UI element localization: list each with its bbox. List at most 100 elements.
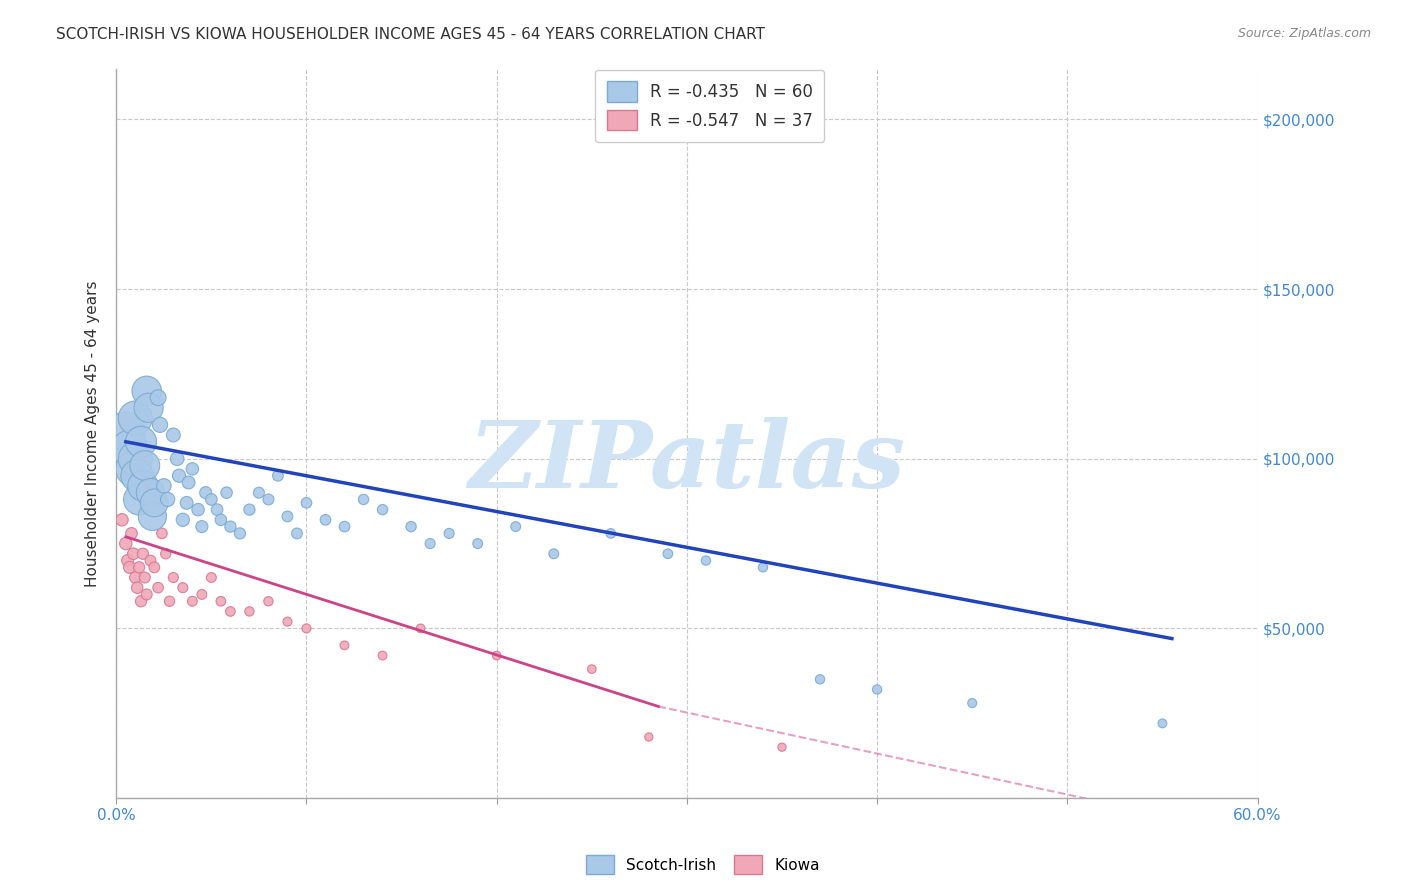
Text: Source: ZipAtlas.com: Source: ZipAtlas.com <box>1237 27 1371 40</box>
Legend: R = -0.435   N = 60, R = -0.547   N = 37: R = -0.435 N = 60, R = -0.547 N = 37 <box>595 70 824 142</box>
Point <box>176 496 198 510</box>
Point <box>181 594 204 608</box>
Point <box>599 526 621 541</box>
Point <box>238 502 260 516</box>
Point <box>129 434 152 449</box>
Point <box>205 502 228 516</box>
Point <box>960 696 983 710</box>
Point <box>187 502 209 516</box>
Point <box>315 513 337 527</box>
Point <box>153 479 176 493</box>
Point <box>143 560 166 574</box>
Point <box>257 492 280 507</box>
Point <box>172 581 194 595</box>
Point <box>333 519 356 533</box>
Point <box>467 536 489 550</box>
Point <box>437 526 460 541</box>
Point <box>143 496 166 510</box>
Point <box>229 526 252 541</box>
Point <box>752 560 775 574</box>
Point <box>181 462 204 476</box>
Point <box>139 485 162 500</box>
Point <box>146 391 169 405</box>
Point <box>139 553 162 567</box>
Point <box>209 513 232 527</box>
Point <box>353 492 375 507</box>
Point <box>177 475 200 490</box>
Point <box>122 462 145 476</box>
Legend: Scotch-Irish, Kiowa: Scotch-Irish, Kiowa <box>581 849 825 880</box>
Point <box>505 519 527 533</box>
Point <box>219 519 242 533</box>
Point <box>267 468 290 483</box>
Point <box>134 570 156 584</box>
Point <box>129 594 152 608</box>
Y-axis label: Householder Income Ages 45 - 64 years: Householder Income Ages 45 - 64 years <box>86 280 100 587</box>
Point <box>371 502 394 516</box>
Point <box>1152 716 1174 731</box>
Point <box>114 536 136 550</box>
Point <box>657 547 679 561</box>
Point <box>194 485 217 500</box>
Point <box>409 621 432 635</box>
Point <box>191 519 214 533</box>
Point <box>155 547 177 561</box>
Point <box>200 492 222 507</box>
Point <box>276 509 298 524</box>
Point <box>276 615 298 629</box>
Point <box>637 730 659 744</box>
Point <box>209 594 232 608</box>
Point <box>118 560 141 574</box>
Point <box>295 621 318 635</box>
Point <box>111 513 134 527</box>
Point <box>124 570 146 584</box>
Point <box>419 536 441 550</box>
Point <box>371 648 394 663</box>
Point <box>141 509 163 524</box>
Point <box>219 604 242 618</box>
Point <box>128 560 150 574</box>
Point <box>191 587 214 601</box>
Point <box>866 682 889 697</box>
Point <box>166 451 188 466</box>
Point <box>124 451 146 466</box>
Point <box>156 492 179 507</box>
Point <box>127 581 149 595</box>
Point <box>149 417 172 432</box>
Point <box>247 485 270 500</box>
Point <box>808 673 831 687</box>
Point <box>399 519 422 533</box>
Text: SCOTCH-IRISH VS KIOWA HOUSEHOLDER INCOME AGES 45 - 64 YEARS CORRELATION CHART: SCOTCH-IRISH VS KIOWA HOUSEHOLDER INCOME… <box>56 27 765 42</box>
Point <box>333 639 356 653</box>
Point <box>135 587 157 601</box>
Point <box>118 442 141 456</box>
Point <box>167 468 190 483</box>
Point <box>770 740 793 755</box>
Point <box>200 570 222 584</box>
Point <box>132 547 155 561</box>
Point <box>695 553 717 567</box>
Point <box>172 513 194 527</box>
Point <box>117 553 139 567</box>
Point <box>215 485 238 500</box>
Point <box>159 594 181 608</box>
Point <box>122 547 145 561</box>
Point <box>257 594 280 608</box>
Point <box>485 648 508 663</box>
Point <box>150 526 173 541</box>
Point <box>543 547 565 561</box>
Point <box>295 496 318 510</box>
Point <box>127 468 149 483</box>
Point <box>114 425 136 439</box>
Point <box>162 570 184 584</box>
Point <box>134 458 156 473</box>
Point <box>128 492 150 507</box>
Point <box>162 428 184 442</box>
Point <box>124 411 146 425</box>
Point <box>581 662 603 676</box>
Point <box>285 526 308 541</box>
Point <box>132 479 155 493</box>
Point <box>135 384 157 398</box>
Point <box>146 581 169 595</box>
Point <box>121 526 143 541</box>
